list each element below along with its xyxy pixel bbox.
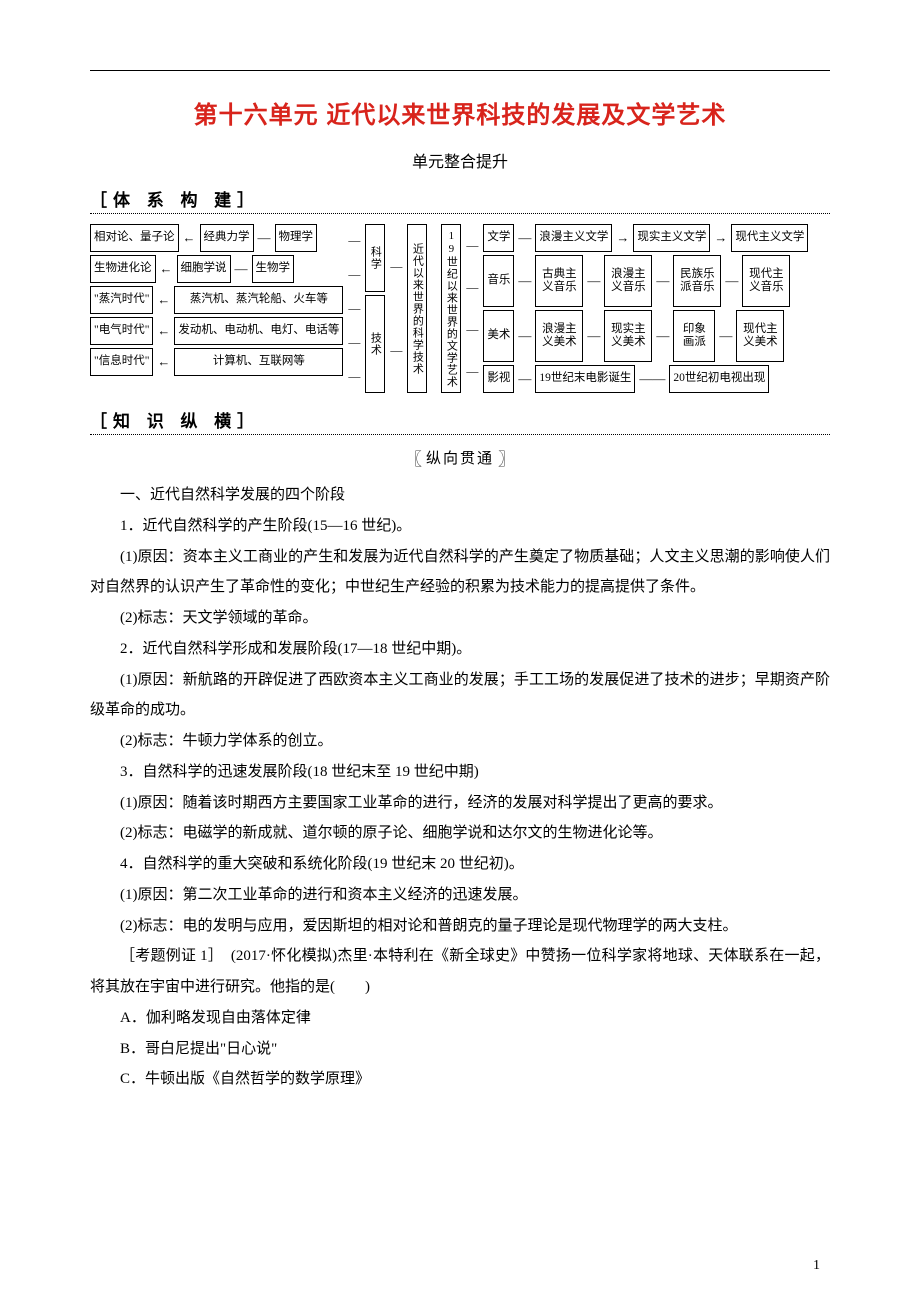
cm-box: 现代主义音乐 bbox=[742, 255, 790, 307]
concept-map-left: 相对论、量子论 ← 经典力学 — 物理学 生物进化论 ← 细胞学说 — 生物学 … bbox=[90, 224, 343, 393]
cm-box: 印象画派 bbox=[673, 310, 715, 362]
cm-box: "信息时代" bbox=[90, 348, 153, 376]
cm-box: 现代主义美术 bbox=[736, 310, 784, 362]
line-icon: — bbox=[586, 328, 601, 344]
line-icon: —— bbox=[638, 371, 666, 387]
line-icon: — bbox=[517, 230, 532, 246]
paragraph: (2)标志：电磁学的新成就、道尔顿的原子论、细胞学说和达尔文的生物进化论等。 bbox=[90, 818, 830, 849]
cm-box: "蒸汽时代" bbox=[90, 286, 153, 314]
line-icon: — bbox=[655, 273, 670, 289]
unit-title: 第十六单元 近代以来世界科技的发展及文学艺术 bbox=[90, 95, 830, 130]
paragraph: 2．近代自然科学形成和发展阶段(17—18 世纪中期)。 bbox=[90, 634, 830, 665]
cm-box: 20世纪初电视出现 bbox=[669, 365, 769, 393]
cm-box: 美术 bbox=[483, 310, 514, 362]
bracket-left-icon: 〖 bbox=[405, 445, 422, 470]
arrow-right-icon: → bbox=[713, 230, 728, 246]
inline-tag-text: 纵向贯通 bbox=[426, 447, 494, 468]
cm-box: 发动机、电动机、电灯、电话等 bbox=[174, 317, 343, 345]
paragraph: 4．自然科学的重大突破和系统化阶段(19 世纪末 20 世纪初)。 bbox=[90, 849, 830, 880]
arrow-left-icon: ← bbox=[156, 323, 171, 339]
line-icon: — bbox=[718, 328, 733, 344]
cm-box: 现代主义文学 bbox=[731, 224, 808, 252]
cm-box: 音乐 bbox=[483, 255, 514, 307]
line-icon: — bbox=[655, 328, 670, 344]
paragraph: 一、近代自然科学发展的四个阶段 bbox=[90, 480, 830, 511]
line-icon: — bbox=[257, 230, 272, 246]
cm-box: 浪漫主义文学 bbox=[535, 224, 612, 252]
paragraph: (1)原因：新航路的开辟促进了西欧资本主义工商业的发展；手工工场的发展促进了技术… bbox=[90, 665, 830, 727]
cm-box: 影视 bbox=[483, 365, 514, 393]
paragraph: 1．近代自然科学的产生阶段(15—16 世纪)。 bbox=[90, 511, 830, 542]
paragraph: (2)标志：天文学领域的革命。 bbox=[90, 603, 830, 634]
cm-box: "电气时代" bbox=[90, 317, 153, 345]
page: 第十六单元 近代以来世界科技的发展及文学艺术 单元整合提升 ［体 系 构 建］ … bbox=[0, 0, 920, 1302]
paragraph: 3．自然科学的迅速发展阶段(18 世纪末至 19 世纪中期) bbox=[90, 757, 830, 788]
cm-box: 现实主义文学 bbox=[633, 224, 710, 252]
cm-box: 文学 bbox=[483, 224, 514, 252]
top-rule bbox=[90, 70, 830, 71]
section-label-2: ［知 识 纵 横］ bbox=[90, 407, 830, 432]
bracket-right-icon: 〗 bbox=[498, 445, 515, 470]
cm-box: 民族乐派音乐 bbox=[673, 255, 721, 307]
arrow-left-icon: ← bbox=[182, 230, 197, 246]
connector-col: ————— bbox=[347, 224, 361, 393]
cm-box: 生物学 bbox=[252, 255, 295, 283]
cm-box: 生物进化论 bbox=[90, 255, 156, 283]
paragraph: (1)原因：随着该时期西方主要国家工业革命的进行，经济的发展对科学提出了更高的要… bbox=[90, 788, 830, 819]
paragraph: A．伽利略发现自由落体定律 bbox=[90, 1003, 830, 1034]
connector-col: —— bbox=[389, 224, 403, 393]
spine-center: 近代以来世界的科学技术 bbox=[407, 224, 427, 393]
cm-box: 现实主义美术 bbox=[604, 310, 652, 362]
concept-map: 相对论、量子论 ← 经典力学 — 物理学 生物进化论 ← 细胞学说 — 生物学 … bbox=[90, 224, 830, 393]
cm-box: 19世纪末电影诞生 bbox=[535, 365, 635, 393]
paragraph: C．牛顿出版《自然哲学的数学原理》 bbox=[90, 1064, 830, 1095]
spine-right: 19世纪以来世界的文学艺术 bbox=[441, 224, 461, 393]
spine-left: 科学 技术 bbox=[365, 224, 385, 393]
section-underline-1 bbox=[90, 213, 830, 214]
cm-vbox: 技术 bbox=[365, 295, 385, 393]
cm-box: 物理学 bbox=[275, 224, 318, 252]
cm-box: 古典主义音乐 bbox=[535, 255, 583, 307]
cm-box: 细胞学说 bbox=[177, 255, 231, 283]
paragraph: (1)原因：资本主义工商业的产生和发展为近代自然科学的产生奠定了物质基础；人文主… bbox=[90, 542, 830, 604]
subtitle: 单元整合提升 bbox=[90, 148, 830, 172]
concept-map-right: 文学 — 浪漫主义文学 → 现实主义文学 → 现代主义文学 音乐 — 古典主义音… bbox=[483, 224, 808, 393]
section-underline-2 bbox=[90, 434, 830, 435]
line-icon: — bbox=[234, 261, 249, 277]
cm-box: 浪漫主义美术 bbox=[535, 310, 583, 362]
inline-tag: 〖 纵向贯通 〗 bbox=[90, 445, 830, 470]
cm-box: 蒸汽机、蒸汽轮船、火车等 bbox=[174, 286, 343, 314]
paragraph: (2)标志：电的发明与应用，爱因斯坦的相对论和普朗克的量子理论是现代物理学的两大… bbox=[90, 911, 830, 942]
paragraph: (2)标志：牛顿力学体系的创立。 bbox=[90, 726, 830, 757]
line-icon: — bbox=[517, 328, 532, 344]
arrow-left-icon: ← bbox=[156, 292, 171, 308]
arrow-left-icon: ← bbox=[156, 354, 171, 370]
paragraph: ［考题例证 1］ (2017·怀化模拟)杰里·本特利在《新全球史》中赞扬一位科学… bbox=[90, 941, 830, 1003]
line-icon: — bbox=[724, 273, 739, 289]
section-label-1: ［体 系 构 建］ bbox=[90, 186, 830, 211]
paragraph: (1)原因：第二次工业革命的进行和资本主义经济的迅速发展。 bbox=[90, 880, 830, 911]
line-icon: — bbox=[517, 273, 532, 289]
arrow-right-icon: → bbox=[615, 230, 630, 246]
paragraph: B．哥白尼提出"日心说" bbox=[90, 1034, 830, 1065]
cm-box: 经典力学 bbox=[200, 224, 254, 252]
cm-vbox: 科学 bbox=[365, 224, 385, 292]
cm-box: 浪漫主义音乐 bbox=[604, 255, 652, 307]
arrow-left-icon: ← bbox=[159, 261, 174, 277]
cm-box: 相对论、量子论 bbox=[90, 224, 179, 252]
connector-col: ———— bbox=[465, 224, 479, 393]
line-icon: — bbox=[586, 273, 601, 289]
line-icon: — bbox=[517, 371, 532, 387]
page-number: 1 bbox=[813, 1258, 820, 1274]
cm-box: 计算机、互联网等 bbox=[174, 348, 343, 376]
